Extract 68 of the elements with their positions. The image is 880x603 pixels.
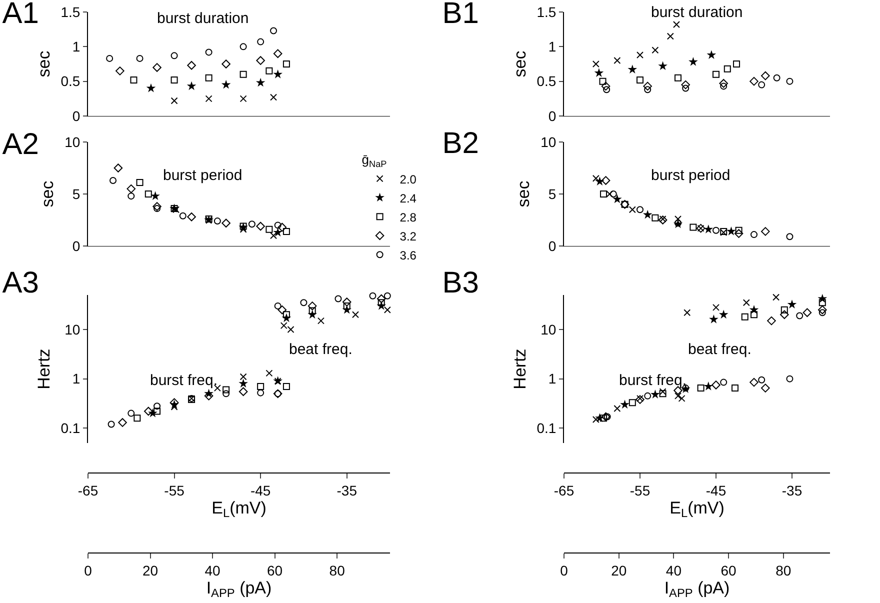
- chart-title: B1: [442, 0, 479, 30]
- x2-tick-label: 80: [329, 562, 346, 578]
- y-tick-label: 10: [64, 134, 80, 150]
- x2-tick-label: 0: [84, 562, 92, 578]
- chart-title: A1: [2, 0, 39, 30]
- x-tick-label: -65: [78, 482, 98, 498]
- y-tick-label: 0: [548, 238, 556, 254]
- annotation: burst period: [651, 167, 730, 184]
- y-tick-label: 0.1: [536, 420, 556, 436]
- x-tick-label: -65: [554, 482, 574, 498]
- x2-axis-title: I$_{APP}$ (pA): [664, 578, 730, 600]
- annotation: burst duration: [157, 10, 249, 27]
- y-axis-title: sec: [510, 50, 530, 78]
- legend-label: 2.0: [400, 172, 417, 186]
- legend-label: 2.8: [400, 210, 417, 224]
- legend-label: 3.6: [400, 248, 417, 262]
- y-tick-label: 1: [548, 370, 556, 387]
- y-tick-label: 1.5: [536, 4, 556, 20]
- chart-title: A2: [2, 128, 39, 161]
- y-tick-label: 5: [72, 186, 80, 202]
- y-tick-label: 0.5: [536, 73, 556, 90]
- x-tick-label: -55: [164, 482, 185, 498]
- x-tick-label: -55: [630, 482, 650, 498]
- y-axis-title: Hertz: [34, 348, 54, 390]
- y-tick-label: 0.5: [60, 73, 80, 90]
- annotation: burst freq.: [619, 372, 687, 389]
- x2-tick-label: 40: [204, 562, 221, 578]
- y-tick-label: 10: [540, 134, 556, 150]
- x2-tick-label: 20: [142, 562, 158, 578]
- annotation: burst duration: [651, 4, 743, 21]
- y-tick-label: 1.5: [60, 4, 80, 20]
- y-tick-label: 5: [548, 186, 556, 202]
- legend-label: 2.4: [400, 191, 417, 206]
- y-tick-label: 0: [72, 238, 80, 254]
- x2-axis-title: I$_{APP}$ (pA): [206, 578, 272, 600]
- y-tick-label: 10: [64, 321, 80, 338]
- legend-label: 3.2: [400, 229, 417, 244]
- annotation: burst freq.: [150, 372, 218, 389]
- x-axis-title: E$_{L}$(mV): [212, 498, 266, 520]
- annotation: beat freq.: [688, 341, 752, 358]
- x2-tick-label: 20: [611, 562, 627, 578]
- x2-tick-label: 80: [776, 562, 792, 578]
- y-tick-label: 0.1: [60, 420, 80, 436]
- x2-tick-label: 60: [267, 562, 283, 578]
- y-axis-title: sec: [34, 50, 54, 78]
- y-axis-title: Hertz: [510, 348, 530, 390]
- x2-tick-label: 60: [720, 562, 737, 578]
- legend-title: ḡ$_{NaP}$: [362, 152, 387, 169]
- x-tick-label: -35: [782, 482, 802, 498]
- x-tick-label: -35: [336, 482, 358, 498]
- y-tick-label: 1: [72, 38, 80, 55]
- y-tick-label: 0: [548, 108, 556, 124]
- y-tick-label: 1: [72, 370, 80, 387]
- x-tick-label: -45: [706, 482, 726, 498]
- annotation: beat freq.: [289, 341, 352, 358]
- y-axis-title: sec: [514, 180, 534, 208]
- x2-tick-label: 0: [560, 562, 568, 578]
- x2-tick-label: 40: [666, 562, 682, 578]
- y-tick-label: 0: [72, 108, 80, 124]
- x-tick-label: -45: [250, 482, 271, 498]
- y-tick-label: 1: [548, 38, 556, 55]
- chart-title: B2: [442, 127, 479, 160]
- y-axis-title: sec: [38, 180, 58, 208]
- y-tick-label: 10: [540, 321, 556, 338]
- chart-title: B3: [442, 266, 479, 300]
- x-axis-title: E$_{L}$(mV): [670, 498, 724, 520]
- annotation: burst period: [163, 167, 242, 184]
- chart-title: A3: [2, 266, 39, 300]
